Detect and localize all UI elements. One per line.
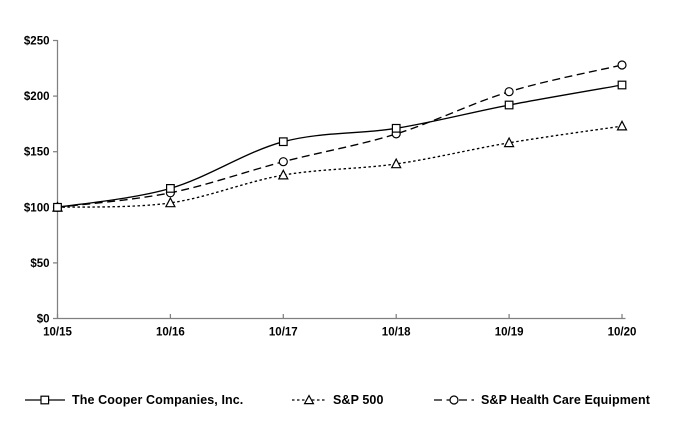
square-marker-icon — [166, 184, 175, 193]
square-marker-icon — [53, 202, 62, 212]
legend-item-sp-health-care-equipment: S&P Health Care Equipment — [433, 388, 650, 412]
x-tick-label: 10/17 — [269, 327, 298, 339]
series-markers-0 — [53, 80, 627, 212]
triangle-marker-icon — [503, 136, 515, 148]
series-markers-2 — [52, 60, 627, 212]
series-line-2 — [57, 64, 623, 208]
legend-label-cooper: The Cooper Companies, Inc. — [72, 393, 244, 407]
y-tick-label: $200 — [24, 91, 50, 103]
square-marker-icon — [278, 137, 288, 147]
square-marker-icon — [504, 100, 514, 110]
circle-marker-icon — [504, 87, 514, 97]
square-marker-icon — [617, 80, 627, 90]
triangle-marker-icon — [164, 196, 176, 208]
chart-plot-area: $0 $50 $100 $150 $200 $250 10/15 10/16 10/17 10/1… — [24, 36, 637, 339]
chart-legend: The Cooper Companies, Inc. S&P 500 S&P H… — [0, 388, 675, 412]
dotted-line-triangle-marker-icon — [292, 394, 326, 405]
legend-item-cooper: The Cooper Companies, Inc. — [24, 388, 243, 412]
axes — [53, 39, 626, 320]
legend-label-sp-health-care-equipment: S&P Health Care Equipment — [481, 393, 650, 407]
x-tick-label: 10/18 — [382, 327, 411, 339]
circle-marker-icon — [617, 60, 627, 70]
series-line-1 — [57, 125, 623, 208]
triangle-marker-icon — [616, 120, 628, 131]
x-tick-label: 10/15 — [43, 327, 72, 339]
square-marker-icon — [391, 123, 401, 133]
legend-label-sp500: S&P 500 — [333, 393, 384, 407]
solid-line-square-marker-icon — [25, 395, 65, 405]
y-tick-label: $0 — [37, 314, 50, 326]
y-tick-label: $250 — [24, 36, 50, 48]
y-tick-label: $150 — [24, 147, 50, 159]
legend-item-sp500: S&P 500 — [291, 388, 384, 412]
y-tick-label: $50 — [30, 258, 49, 270]
x-tick-label: 10/20 — [608, 327, 637, 339]
circle-marker-icon — [278, 157, 288, 167]
y-tick-label: $100 — [24, 202, 50, 214]
x-tick-label: 10/16 — [156, 327, 185, 339]
triangle-marker-icon — [277, 169, 289, 180]
series-line-0 — [57, 84, 623, 208]
triangle-marker-icon — [390, 157, 402, 169]
dashed-line-circle-marker-icon — [434, 395, 474, 405]
x-tick-label: 10/19 — [495, 327, 524, 339]
